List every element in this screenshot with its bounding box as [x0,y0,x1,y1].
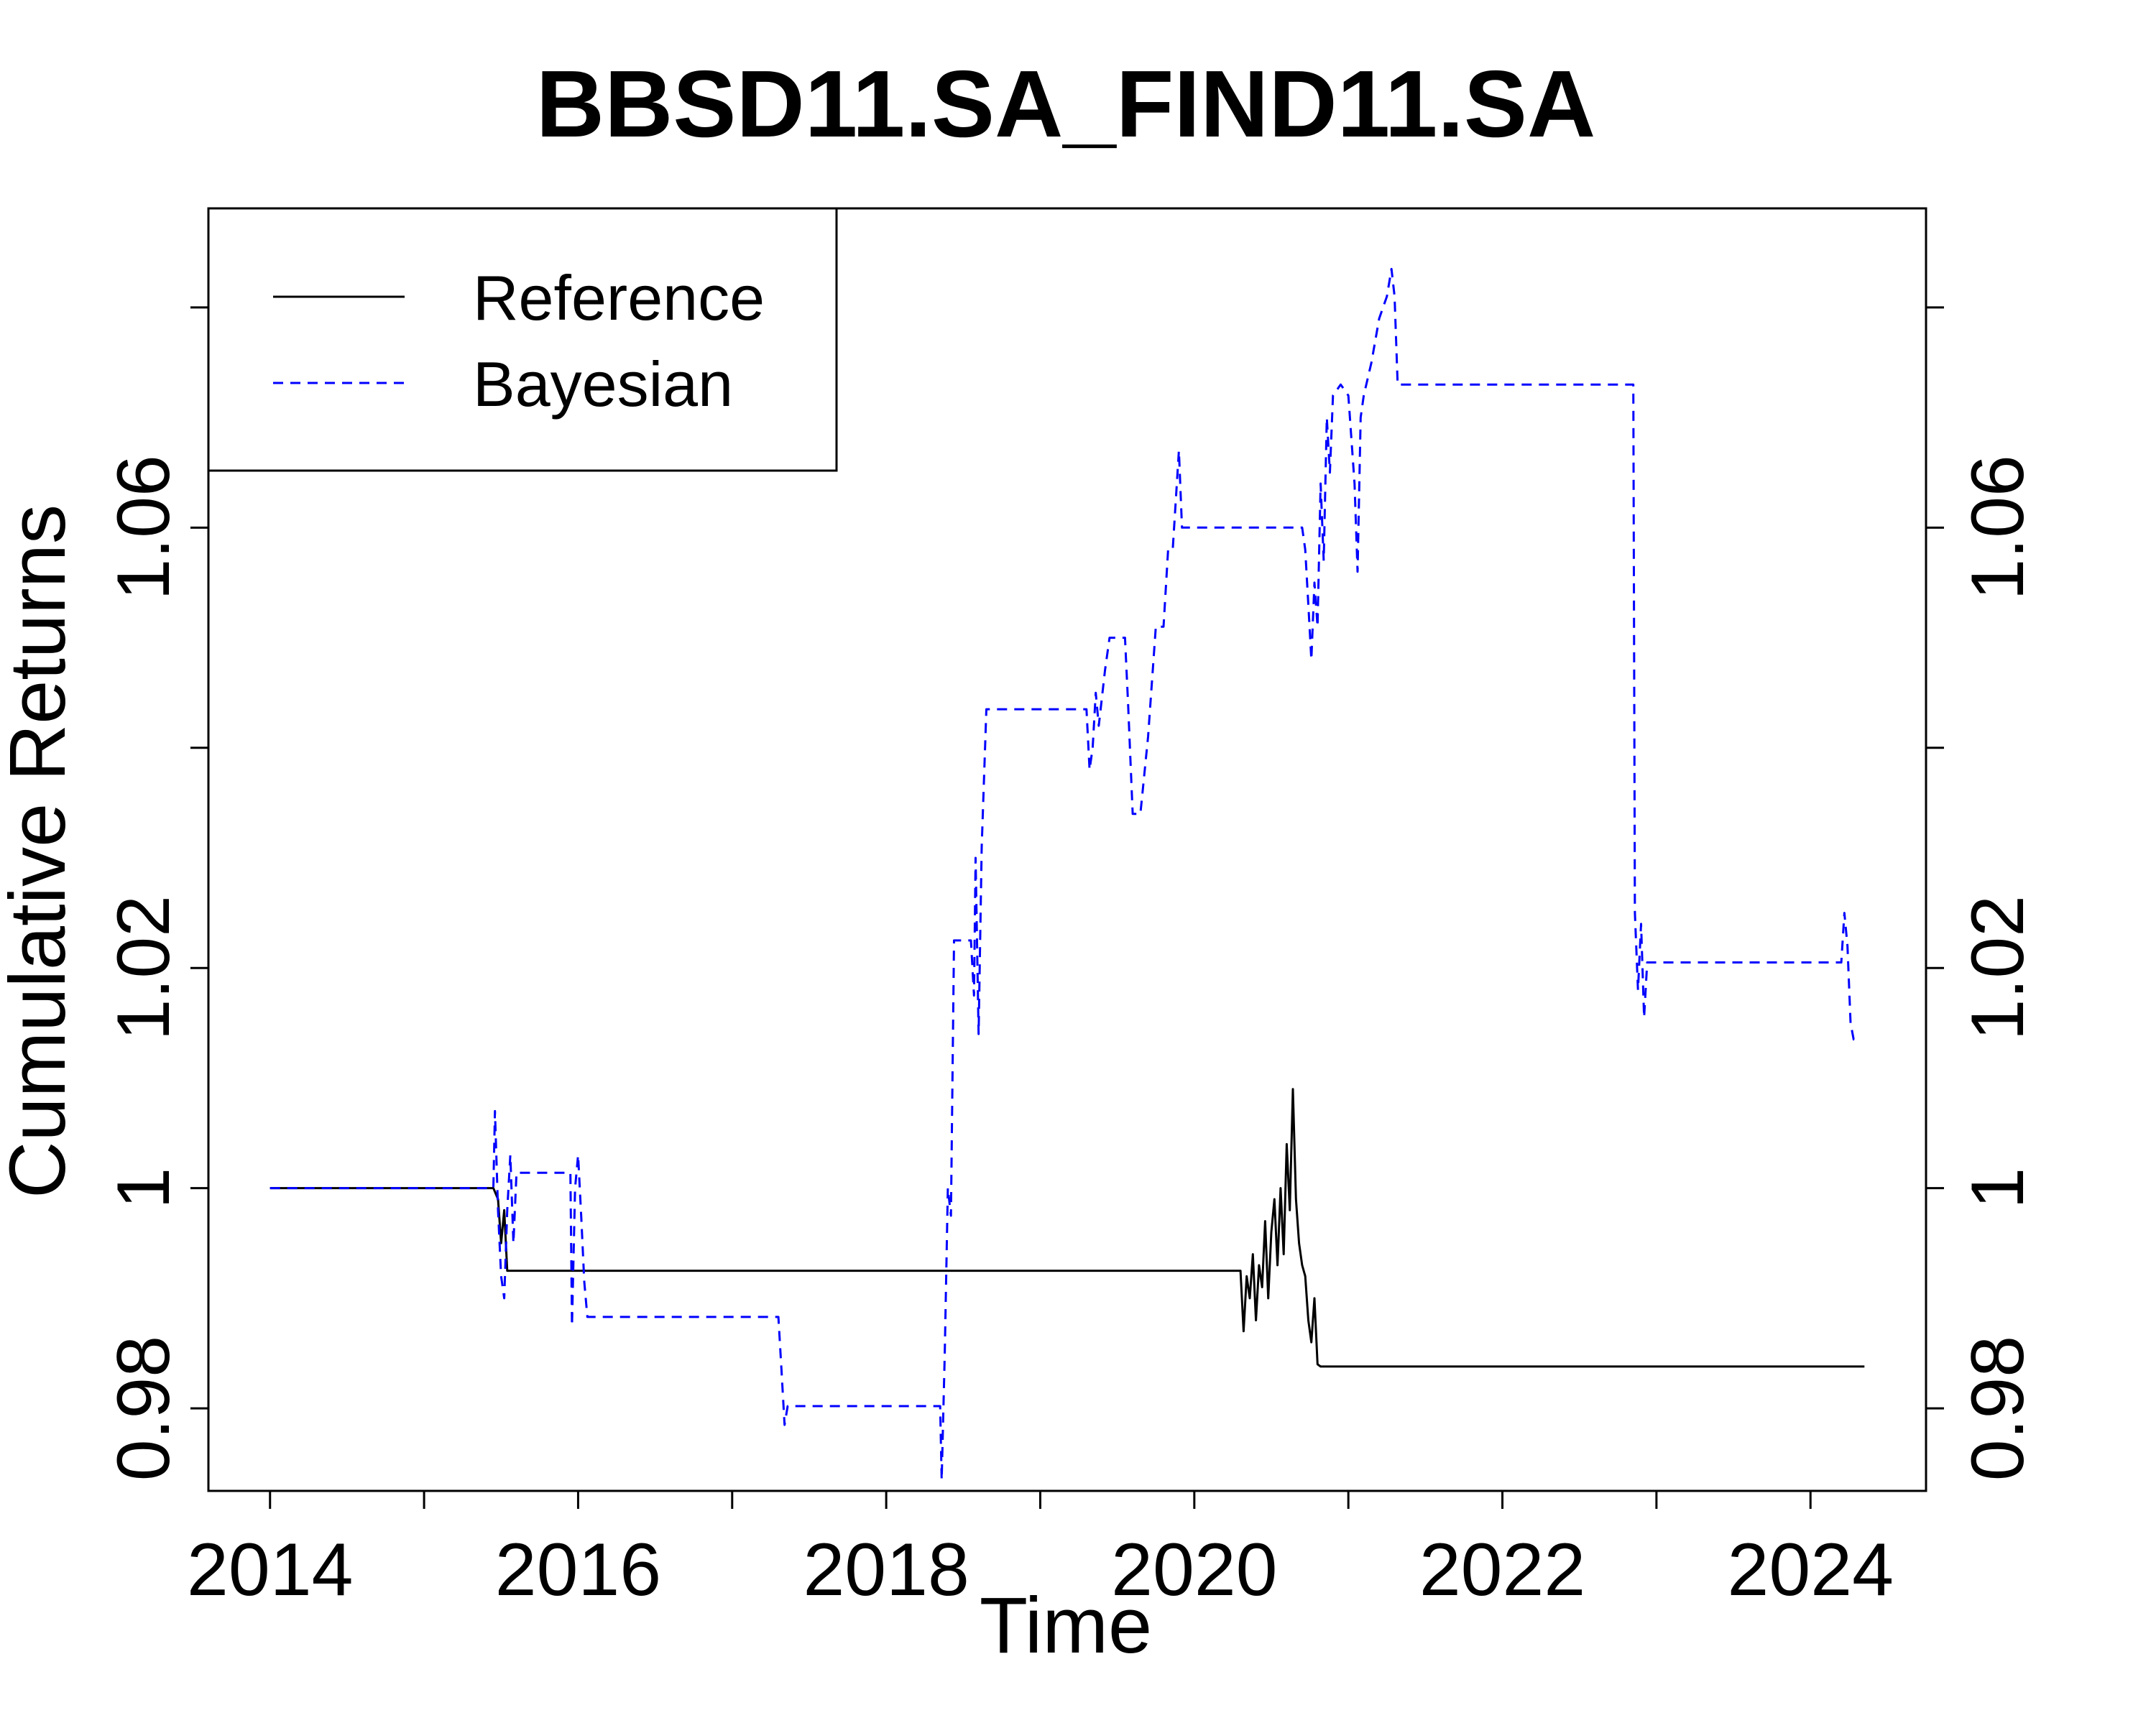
x-tick-label-2016: 2016 [495,1528,661,1612]
legend-label-reference: Reference [473,262,765,333]
x-axis-label: Time [980,1581,1152,1670]
legend-box [207,207,838,472]
x-tick-label-2024: 2024 [1728,1528,1894,1612]
chart-title: BBSD11.SA_FIND11.SA [536,51,1596,157]
x-tick-label-2018: 2018 [803,1528,969,1612]
x-tick-label-2014: 2014 [187,1528,353,1612]
series-line-reference [270,1088,1865,1368]
y-tick-label-left-1.02: 1.02 [102,895,185,1040]
y-tick-label-left-1.06: 1.06 [102,455,185,600]
x-tick-label-2022: 2022 [1419,1528,1585,1612]
series-layer [270,267,1865,1482]
y-tick-label-right-0.98: 0.98 [1956,1336,2040,1481]
y-tick-label-right-1.02: 1.02 [1956,895,2040,1040]
y-tick-label-right-1.06: 1.06 [1956,455,2040,600]
plot-frame [207,207,1927,1492]
ticks-layer: 2014 2016 2018 2020 2022 2024 0.98 0.98 1 1 1.02 1.… [102,306,2040,1612]
y-tick-label-left-1: 1 [102,1168,185,1209]
x-tick-label-2020: 2020 [1111,1528,1277,1612]
y-tick-label-left-0.98: 0.98 [102,1336,185,1481]
y-axis-label: Cumulative Returns [0,504,82,1198]
y-tick-label-right-1: 1 [1956,1168,2040,1209]
legend: Reference Bayesian [207,207,838,472]
legend-label-bayesian: Bayesian [473,348,733,420]
